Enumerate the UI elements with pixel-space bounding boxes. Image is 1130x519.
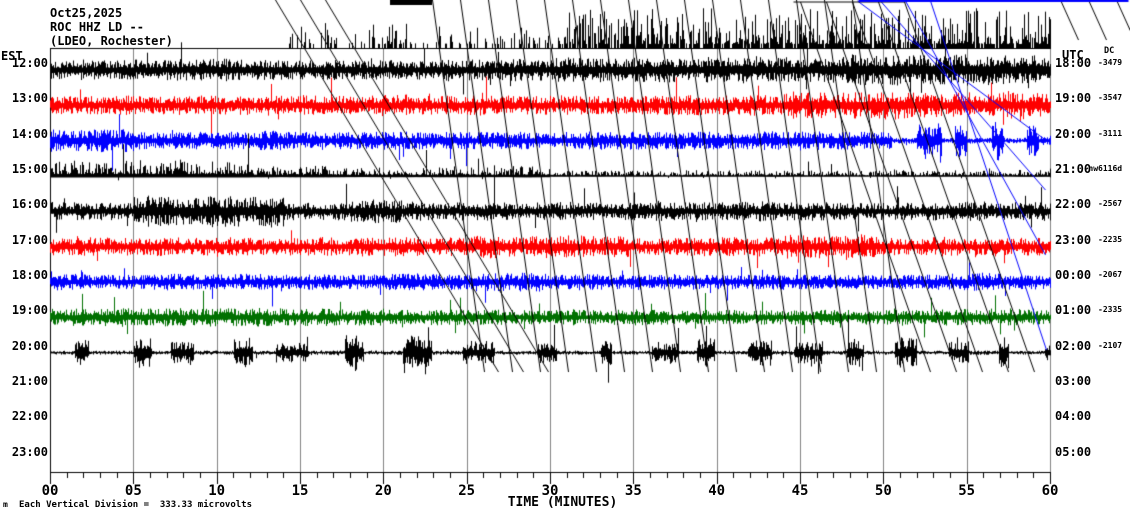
dc-offset-value: -2335 [1098,305,1123,315]
vertical-division-note: Each Vertical Division = 333.33 microvol… [19,500,252,510]
utc-hour-label: 01:00 [1055,303,1092,318]
x-tick-label: 35 [624,483,642,499]
dc-offset-value: -nw6116d [1083,164,1123,173]
est-hour-label: 14:00 [11,126,48,141]
utc-hour-label: 21:00 [1055,162,1092,176]
x-tick-label: 25 [458,483,476,499]
dc-offset-value: -3547 [1098,93,1123,103]
est-hour-label: 12:00 [11,56,48,70]
est-hour-label: 18:00 [11,268,48,282]
utc-hour-label: 00:00 [1055,268,1092,282]
utc-hour-label: 04:00 [1055,409,1092,424]
dc-offset-value: -2067 [1098,270,1123,279]
station-title: ROC HHZ LD -- [50,20,144,34]
dc-offset-value: -2235 [1098,234,1123,244]
corner-logo-mark: m [3,500,8,509]
utc-hour-label: 23:00 [1055,232,1092,247]
dc-offset-value: -2107 [1098,340,1123,350]
x-tick-label: 20 [374,483,392,499]
x-tick-label: 05 [124,483,142,499]
x-tick-label: 00 [41,483,59,499]
est-hour-label: 19:00 [11,303,48,318]
dc-offset-value: -3111 [1098,128,1123,138]
dc-offset-value: -3479 [1098,58,1123,67]
dc-offset-value: -2567 [1098,199,1123,209]
utc-hour-label: 03:00 [1055,374,1092,388]
est-hour-label: 20:00 [11,338,48,353]
utc-hour-label: 02:00 [1055,338,1092,353]
utc-hour-label: 18:00 [1055,56,1092,70]
utc-hour-label: 20:00 [1055,126,1092,141]
est-hour-label: 15:00 [11,162,48,176]
utc-hour-label: 19:00 [1055,91,1092,106]
est-hour-label: 22:00 [11,409,48,424]
est-axis-header: EST [1,49,23,63]
x-tick-label: 10 [208,483,226,499]
est-hour-label: 21:00 [11,374,48,388]
est-hour-label: 13:00 [11,91,48,106]
x-tick-label: 60 [1041,483,1059,499]
x-tick-label: 40 [708,483,726,499]
x-tick-label: 45 [791,483,809,499]
dc-column-header: DC [1104,46,1115,56]
utc-hour-label: 22:00 [1055,197,1092,212]
x-tick-label: 30 [541,483,559,499]
utc-hour-label: 05:00 [1055,444,1092,459]
location-title: (LDEO, Rochester) [50,34,173,48]
est-hour-label: 23:00 [11,444,48,459]
x-tick-label: 15 [291,483,309,499]
date-title: Oct25,2025 [50,6,123,20]
utc-axis-header: UTC [1062,48,1084,62]
est-hour-label: 16:00 [11,197,48,212]
x-tick-label: 50 [874,483,892,499]
est-hour-label: 17:00 [11,232,48,247]
x-tick-label: 55 [958,483,976,499]
x-axis-title: TIME (MINUTES) [507,495,618,510]
